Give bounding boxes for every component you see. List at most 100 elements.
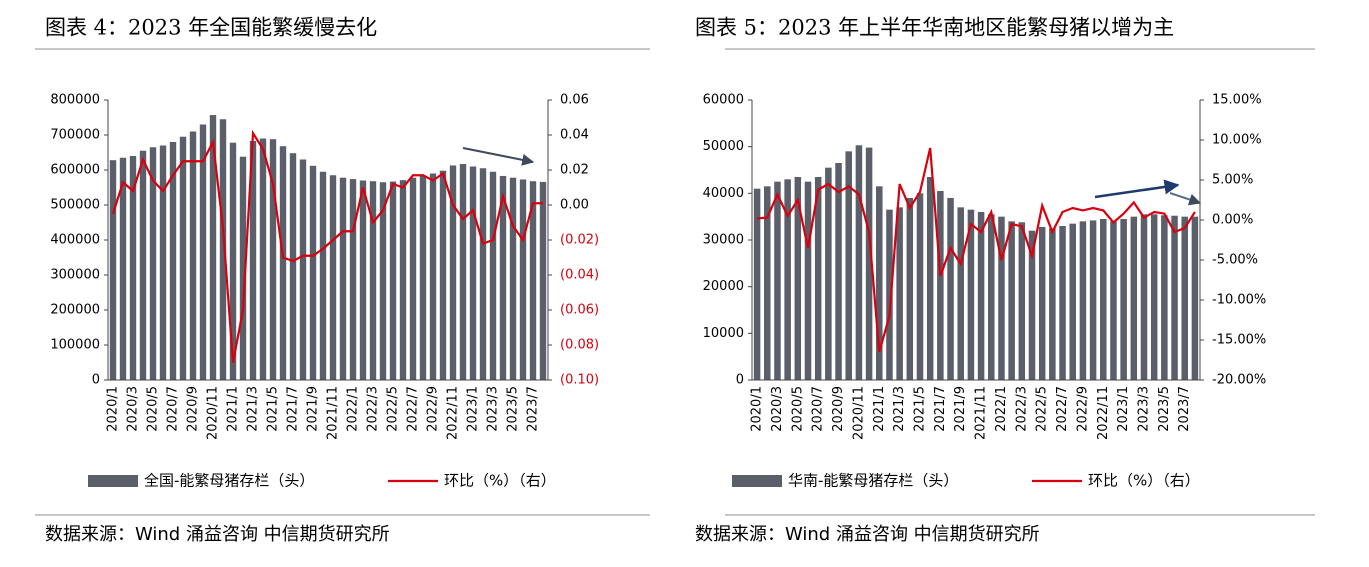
bar	[469, 166, 477, 380]
x-tick-label: 2022/3	[366, 386, 381, 432]
legend-label: 全国-能繁母猪存栏（头）	[144, 472, 314, 490]
chart-title: 图表 4：2023 年全国能繁缓慢去化	[45, 16, 377, 40]
bar	[1150, 214, 1158, 380]
annotation-arrow	[1169, 192, 1202, 206]
annotation-arrow	[1094, 179, 1180, 199]
y2-tick-label: -5.00%	[1212, 253, 1258, 268]
bar	[753, 188, 761, 380]
bar	[906, 198, 914, 380]
bar	[289, 153, 297, 380]
legend-swatch	[88, 475, 138, 487]
bar	[1120, 219, 1127, 380]
y2-tick-label: (0.08)	[560, 338, 599, 353]
chart-title: 图表 5：2023 年上半年华南地区能繁母猪以增为主	[695, 16, 1174, 40]
bar	[119, 157, 127, 380]
y-tick-label: 200000	[50, 303, 100, 318]
y2-tick-label: 0.00%	[1212, 213, 1253, 228]
bar	[947, 198, 954, 380]
x-tick-label: 2023/7	[1177, 386, 1192, 432]
bar	[329, 175, 337, 380]
x-tick-label: 2020/1	[106, 386, 121, 432]
bar	[1079, 221, 1087, 380]
x-tick-label: 2023/1	[1116, 386, 1131, 432]
x-tick-label: 2020/3	[126, 386, 141, 432]
line	[111, 129, 543, 363]
y2-tick-label: (0.04)	[560, 268, 599, 283]
bar	[209, 115, 217, 381]
bar	[855, 145, 863, 380]
x-tick-label: 2023/7	[526, 386, 541, 432]
bar	[825, 167, 832, 380]
line	[757, 147, 1196, 353]
x-tick-label: 2021/7	[933, 386, 948, 432]
bar	[129, 156, 137, 380]
y-tick-label: 20000	[703, 279, 744, 294]
y2-tick-label: 10.00%	[1212, 133, 1262, 148]
bar	[249, 140, 257, 380]
x-tick-label: 2022/7	[406, 386, 421, 432]
bar	[896, 207, 903, 380]
bar	[814, 177, 822, 380]
bar	[149, 147, 157, 380]
x-tick-label: 2020/9	[186, 386, 201, 432]
bar	[139, 150, 147, 380]
x-tick-label: 2020/3	[770, 386, 785, 432]
y2-tick-label: -15.00%	[1212, 333, 1266, 348]
y2-tick-label: 0.00	[560, 198, 589, 213]
bar	[519, 179, 527, 380]
bar	[419, 175, 427, 380]
bar	[229, 142, 237, 380]
x-tick-label: 2023/5	[1157, 386, 1172, 432]
y-tick-label: 100000	[50, 338, 100, 353]
legend-label: 华南-能繁母猪存栏（头）	[788, 472, 958, 490]
bar	[916, 193, 924, 380]
y-tick-label: 0	[736, 373, 744, 388]
x-tick-label: 2021/7	[286, 386, 301, 432]
y-tick-label: 500000	[50, 198, 100, 213]
bar	[429, 173, 437, 380]
y-tick-label: 400000	[50, 233, 100, 248]
bar	[159, 145, 167, 380]
x-tick-label: 2023/1	[466, 386, 481, 432]
bar	[764, 186, 771, 380]
bar	[926, 177, 934, 380]
y2-tick-label: (0.02)	[560, 233, 599, 248]
x-tick-label: 2022/11	[446, 386, 461, 440]
x-tick-label: 2023/3	[1137, 386, 1152, 432]
bar	[219, 119, 227, 380]
x-tick-label: 2021/11	[326, 386, 341, 440]
bar	[998, 216, 1005, 380]
bar	[539, 181, 547, 380]
x-tick-label: 2022/7	[1055, 386, 1070, 432]
legend-swatch	[732, 475, 782, 487]
x-tick-label: 2021/11	[974, 386, 989, 440]
y2-tick-label: 5.00%	[1212, 173, 1253, 188]
x-tick-label: 2021/9	[306, 386, 321, 432]
y2-tick-label: 0.04	[560, 128, 589, 143]
y-tick-label: 40000	[703, 186, 744, 201]
x-tick-label: 2021/3	[892, 386, 907, 432]
bar	[179, 136, 187, 380]
y2-tick-label: -10.00%	[1212, 293, 1266, 308]
bar	[1130, 216, 1138, 380]
x-tick-label: 2021/1	[226, 386, 241, 432]
x-tick-label: 2022/9	[1075, 386, 1090, 432]
bar	[1110, 221, 1117, 380]
y-tick-label: 30000	[703, 233, 744, 248]
x-tick-label: 2021/3	[246, 386, 261, 432]
y-tick-label: 60000	[703, 93, 744, 108]
y2-tick-label: -20.00%	[1212, 373, 1266, 388]
y2-tick-label: (0.06)	[560, 303, 599, 318]
bar	[784, 179, 791, 380]
bar	[529, 181, 537, 380]
bar	[389, 181, 397, 380]
bar	[479, 168, 487, 380]
source: 数据来源：Wind 涌益咨询 中信期货研究所	[45, 524, 390, 545]
bar	[339, 177, 347, 380]
bar	[1069, 223, 1076, 380]
bar	[489, 171, 497, 380]
y-tick-label: 600000	[50, 163, 100, 178]
x-tick-label: 2021/5	[266, 386, 281, 432]
bar	[1008, 221, 1015, 380]
